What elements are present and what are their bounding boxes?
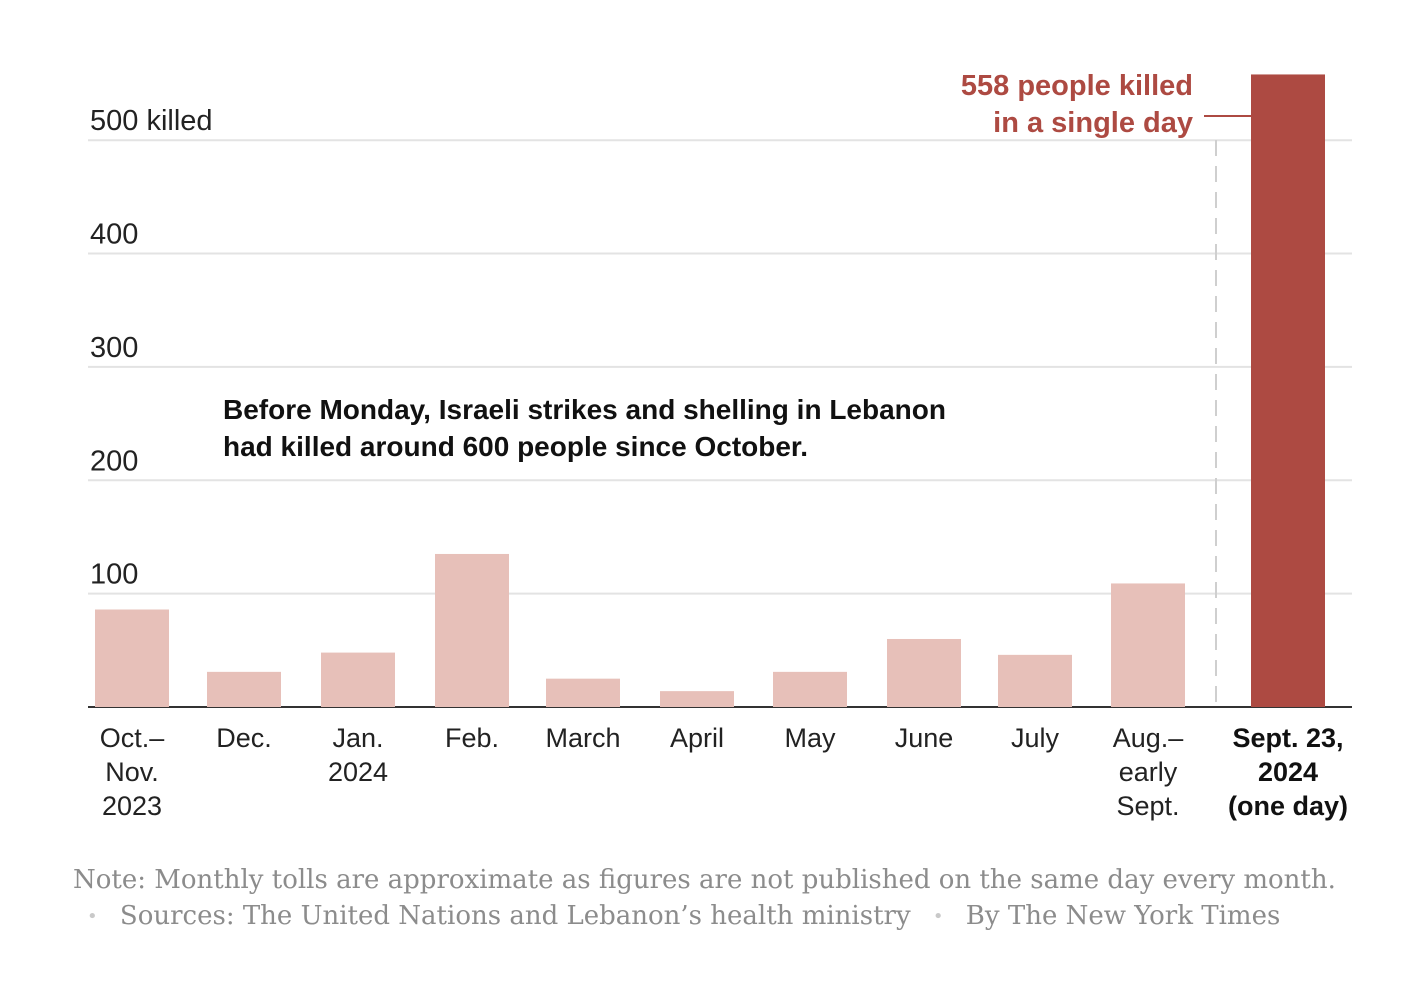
x-tick-label-6: May: [784, 723, 836, 753]
callout-line: in a single day: [993, 107, 1193, 139]
x-tick-label-9: Aug.– early Sept.: [1113, 723, 1184, 821]
x-tick-line: Aug.–: [1113, 723, 1184, 753]
x-tick-label-5: April: [670, 723, 724, 753]
bars: [95, 74, 1325, 708]
x-axis-tick-labels: Oct.– Nov. 2023 Dec. Jan. 2024 Feb. March April M…: [100, 723, 1348, 821]
x-tick-line: Dec.: [216, 723, 272, 753]
y-tick-label-200: 200: [90, 445, 138, 477]
x-tick-line: June: [895, 723, 954, 753]
y-tick-label-300: 300: [90, 332, 138, 364]
callout-line: 558 people killed: [961, 70, 1193, 102]
x-tick-line: Sept.: [1116, 791, 1179, 821]
x-tick-line: March: [545, 723, 620, 753]
x-tick-line: July: [1011, 723, 1060, 753]
body-annotation: Before Monday, Israeli strikes and shell…: [223, 394, 946, 462]
x-tick-label-4: March: [545, 723, 620, 753]
credit-text: By The New York Times: [965, 901, 1281, 931]
x-tick-line: May: [784, 723, 836, 753]
bar-5: [660, 691, 734, 707]
sources-text: Sources: The United Nations and Lebanon’…: [119, 901, 911, 931]
x-tick-line: (one day): [1228, 791, 1348, 821]
y-axis-tick-labels: 100 200 300 400 500 killed: [90, 105, 213, 590]
bar-1: [207, 671, 281, 707]
body-annotation-line: Before Monday, Israeli strikes and shell…: [223, 394, 946, 425]
x-tick-label-10: Sept. 23, 2024 (one day): [1228, 723, 1348, 821]
x-tick-line: 2023: [102, 791, 162, 821]
bar-8: [998, 654, 1072, 707]
bar-2: [321, 652, 395, 707]
x-tick-line: Sept. 23,: [1232, 723, 1343, 753]
x-tick-line: Nov.: [105, 757, 159, 787]
body-annotation-line: had killed around 600 people since Octob…: [223, 431, 808, 462]
y-tick-label-400: 400: [90, 219, 138, 251]
x-tick-line: 2024: [328, 757, 388, 787]
note-text: Note: Monthly tolls are approximate as f…: [73, 865, 1336, 895]
bar-4: [546, 678, 620, 707]
x-tick-label-3: Feb.: [445, 723, 499, 753]
x-tick-line: early: [1119, 757, 1178, 787]
bar-6: [773, 671, 847, 707]
x-tick-line: Oct.–: [100, 723, 165, 753]
bar-3: [435, 553, 509, 707]
x-tick-line: April: [670, 723, 724, 753]
bar-0: [95, 609, 169, 707]
bar-7: [887, 638, 961, 707]
bar-9: [1111, 583, 1185, 707]
x-tick-label-0: Oct.– Nov. 2023: [100, 723, 165, 821]
x-tick-line: Jan.: [332, 723, 383, 753]
x-tick-label-1: Dec.: [216, 723, 272, 753]
x-tick-label-2: Jan. 2024: [328, 723, 388, 787]
x-tick-label-8: July: [1011, 723, 1060, 753]
annotations: 558 people killed in a single day Before M…: [223, 70, 1251, 462]
callout-label: 558 people killed in a single day: [961, 70, 1193, 139]
bar-highlight: [1251, 74, 1325, 708]
x-tick-line: 2024: [1258, 757, 1318, 787]
x-tick-line: Feb.: [445, 723, 499, 753]
footer-separator: •: [932, 906, 944, 927]
y-tick-label-100: 100: [90, 559, 138, 591]
chart-footer-note: Note: Monthly tolls are approximate as f…: [73, 862, 1363, 935]
y-tick-label-500: 500 killed: [90, 105, 213, 137]
footer-separator: •: [87, 906, 98, 927]
x-tick-label-7: June: [895, 723, 954, 753]
